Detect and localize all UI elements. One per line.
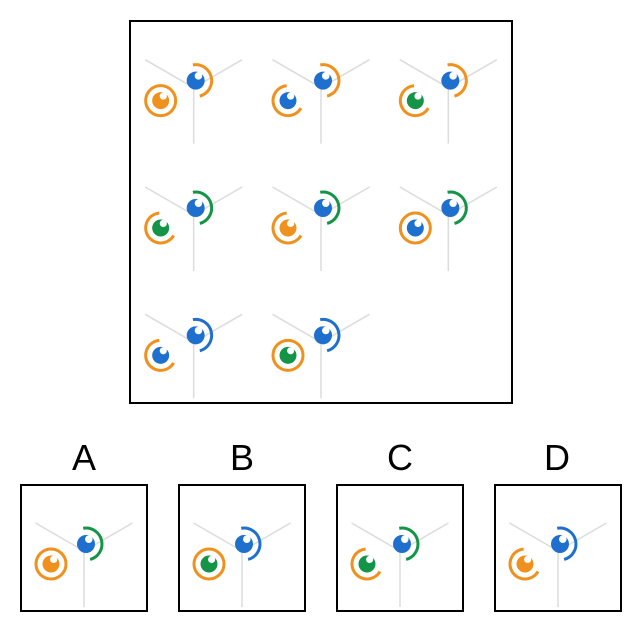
- inner-dot: [516, 555, 534, 573]
- upper-arc: [447, 190, 468, 225]
- inner-dot: [152, 219, 170, 237]
- matrix-frame: [129, 20, 513, 404]
- matrix-cell-5: [271, 186, 370, 271]
- option-b[interactable]: B: [178, 437, 306, 612]
- outer-arc: [144, 211, 175, 245]
- outer-ring: [398, 211, 432, 245]
- upper-dot: [314, 199, 332, 217]
- matrix-cell-6: [398, 186, 498, 272]
- upper-dot: [393, 535, 411, 553]
- upper-arc: [192, 317, 214, 353]
- matrix-cell-7: [144, 313, 243, 399]
- outer-arc: [271, 211, 303, 245]
- upper-dot: [314, 326, 332, 345]
- upper-arc: [319, 190, 341, 225]
- upper-dot: [551, 535, 569, 553]
- upper-arc: [447, 63, 468, 98]
- option-a[interactable]: A: [20, 437, 148, 612]
- upper-arc: [192, 63, 214, 98]
- inner-dot: [279, 92, 297, 110]
- matrix-cell-2: [271, 59, 370, 144]
- upper-dot: [186, 326, 205, 345]
- outer-arc: [508, 547, 540, 581]
- option-c-label: C: [387, 437, 413, 478]
- outer-arc: [350, 547, 382, 581]
- upper-arc: [556, 526, 578, 561]
- matrix-cell-8: [271, 313, 370, 399]
- outer-arc: [398, 84, 430, 118]
- option-d-label: D: [544, 437, 570, 478]
- matrix-cell-1: [144, 59, 243, 144]
- upper-arc: [398, 526, 420, 561]
- inner-dot: [42, 555, 60, 573]
- spoke-line: [272, 313, 322, 343]
- upper-dot: [77, 535, 95, 553]
- inner-dot: [406, 219, 424, 237]
- outer-arc: [271, 84, 303, 118]
- upper-arc: [192, 190, 214, 225]
- matrix-cell-4: [144, 186, 243, 272]
- inner-dot: [279, 219, 297, 237]
- inner-dot: [200, 555, 218, 573]
- spoke-line: [144, 313, 195, 343]
- spoke-line: [272, 59, 322, 89]
- option-a-figure: [34, 522, 133, 607]
- option-d-figure: [508, 522, 607, 607]
- spoke-line: [193, 522, 243, 552]
- option-d[interactable]: D: [494, 437, 622, 612]
- outer-ring: [144, 84, 178, 118]
- spoke-line: [509, 522, 559, 552]
- upper-dot: [314, 71, 332, 90]
- option-c-figure: [350, 522, 449, 607]
- spoke-line: [399, 186, 449, 216]
- inner-dot: [152, 92, 170, 110]
- upper-arc: [240, 526, 262, 561]
- upper-arc: [82, 526, 104, 561]
- upper-arc: [319, 63, 341, 98]
- spoke-line: [351, 522, 401, 552]
- outer-arc: [144, 338, 175, 372]
- inner-dot: [279, 346, 297, 364]
- option-b-figure: [192, 522, 291, 607]
- spoke-line: [144, 59, 195, 89]
- outer-ring: [192, 547, 226, 581]
- option-a-label: A: [72, 437, 96, 478]
- upper-dot: [441, 71, 460, 90]
- inner-dot: [358, 555, 376, 573]
- upper-dot: [186, 199, 205, 217]
- inner-dot: [406, 92, 424, 110]
- spoke-line: [272, 186, 322, 216]
- outer-ring: [34, 547, 68, 581]
- spoke-line: [399, 59, 449, 89]
- outer-ring: [271, 338, 305, 372]
- upper-arc: [319, 317, 341, 353]
- upper-dot: [186, 71, 205, 90]
- spoke-line: [144, 186, 195, 216]
- matrix-grid: [144, 59, 498, 399]
- spoke-line: [35, 522, 85, 552]
- option-b-label: B: [230, 437, 254, 478]
- matrix-cell-3: [398, 59, 498, 144]
- upper-dot: [235, 535, 253, 553]
- upper-dot: [441, 199, 460, 217]
- inner-dot: [152, 346, 170, 364]
- option-c[interactable]: C: [336, 437, 464, 612]
